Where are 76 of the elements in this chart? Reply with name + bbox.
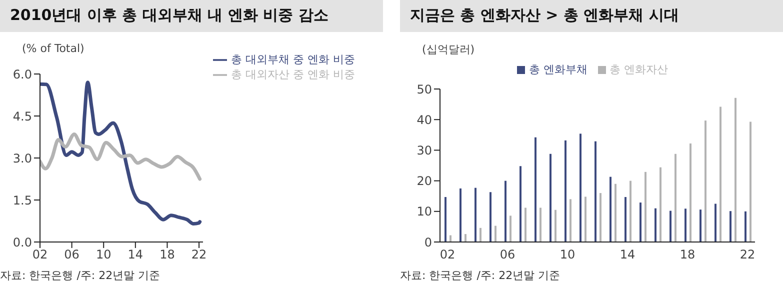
x-tick-label: 18 — [680, 248, 696, 262]
x-tick-label: 14 — [620, 248, 636, 262]
legend-label: 총 대외부채 중 엔화 비중 — [231, 53, 355, 66]
bar — [464, 234, 466, 242]
y-tick-label: 4.5 — [12, 109, 32, 124]
bar — [700, 210, 702, 242]
bar — [674, 154, 676, 242]
y-tick-label: 3.0 — [12, 151, 32, 166]
bar — [494, 226, 496, 242]
y-tick-label: 1.5 — [12, 193, 32, 208]
bar — [640, 202, 642, 242]
bar — [564, 140, 566, 242]
line-series — [40, 132, 202, 181]
bar — [540, 208, 542, 242]
bar — [580, 134, 582, 242]
chart-title: 2010년대 이후 총 대외부채 내 엔화 비중 감소 — [0, 0, 383, 32]
bar — [750, 122, 752, 242]
bar — [570, 199, 572, 242]
bar — [444, 197, 446, 242]
y-tick-label: 0.0 — [12, 235, 32, 250]
legend-label: 총 엔화자산 — [610, 63, 668, 76]
x-tick-label: 22 — [740, 248, 756, 262]
bar — [504, 180, 506, 242]
bar — [630, 180, 632, 242]
bar — [584, 196, 586, 242]
bar — [510, 216, 512, 242]
bar — [490, 192, 492, 242]
bar — [704, 120, 706, 242]
bar — [720, 106, 722, 242]
bar — [690, 143, 692, 242]
bar — [610, 176, 612, 242]
bar — [714, 204, 716, 242]
x-tick-label: 14 — [128, 248, 144, 262]
y-tick-label: 50 — [416, 82, 432, 96]
text: 자료: 한국은행 /주: 22년말 기준 — [400, 268, 562, 283]
bar — [670, 210, 672, 242]
bar — [660, 167, 662, 242]
x-tick-label: 10 — [96, 248, 112, 262]
bar — [734, 98, 736, 242]
y-tick-label: 0 — [424, 235, 432, 250]
bar — [684, 208, 686, 242]
text: 자료: 한국은행 /주: 22년말 기준 — [0, 268, 162, 283]
x-tick-label: 02 — [32, 248, 48, 262]
x-tick-label: 22 — [191, 248, 207, 262]
bar — [624, 197, 626, 242]
legend-label: 총 엔화부채 — [529, 63, 588, 76]
bar — [524, 208, 526, 242]
x-tick-label: 06 — [64, 248, 80, 262]
y-tick-label: 40 — [416, 112, 432, 127]
bar — [744, 211, 746, 242]
bar — [654, 208, 656, 242]
x-tick-label: 10 — [560, 248, 576, 262]
bar — [534, 137, 536, 242]
bar — [594, 141, 596, 242]
bar — [520, 166, 522, 242]
x-tick-label: 18 — [160, 248, 175, 262]
bar — [550, 154, 552, 242]
bar — [730, 211, 732, 242]
y-tick-label: 6.0 — [12, 67, 32, 82]
y-tick-label: 20 — [416, 174, 432, 188]
bar — [554, 210, 556, 242]
legend-label: 총 대외자산 중 엔화 비중 — [231, 68, 355, 81]
bar — [644, 172, 646, 242]
bar — [460, 188, 462, 242]
bar — [614, 184, 616, 242]
bar — [474, 188, 476, 242]
x-tick-label: 06 — [500, 248, 516, 262]
y-axis-title: (% of Total) — [22, 42, 84, 55]
line-series — [40, 80, 202, 226]
y-axis-title: (십억달러) — [421, 42, 476, 58]
chart-title: 지금은 총 엔화자산 > 총 엔화부채 시대 — [400, 0, 783, 32]
bar — [480, 228, 482, 242]
y-tick-label: 10 — [416, 204, 432, 219]
bar — [600, 193, 602, 242]
x-tick-label: 02 — [440, 248, 456, 262]
y-tick-label: 30 — [416, 143, 432, 158]
